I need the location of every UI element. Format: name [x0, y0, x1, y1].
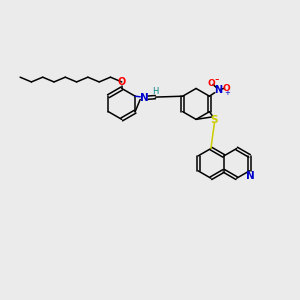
- Text: O: O: [207, 79, 215, 88]
- Text: S: S: [210, 115, 218, 125]
- Text: -: -: [214, 74, 219, 86]
- Text: N: N: [140, 93, 148, 103]
- Text: H: H: [152, 87, 158, 96]
- Text: N: N: [246, 171, 255, 181]
- Text: N: N: [214, 85, 222, 95]
- Text: O: O: [118, 77, 126, 87]
- Text: O: O: [222, 84, 230, 93]
- Text: +: +: [224, 90, 230, 96]
